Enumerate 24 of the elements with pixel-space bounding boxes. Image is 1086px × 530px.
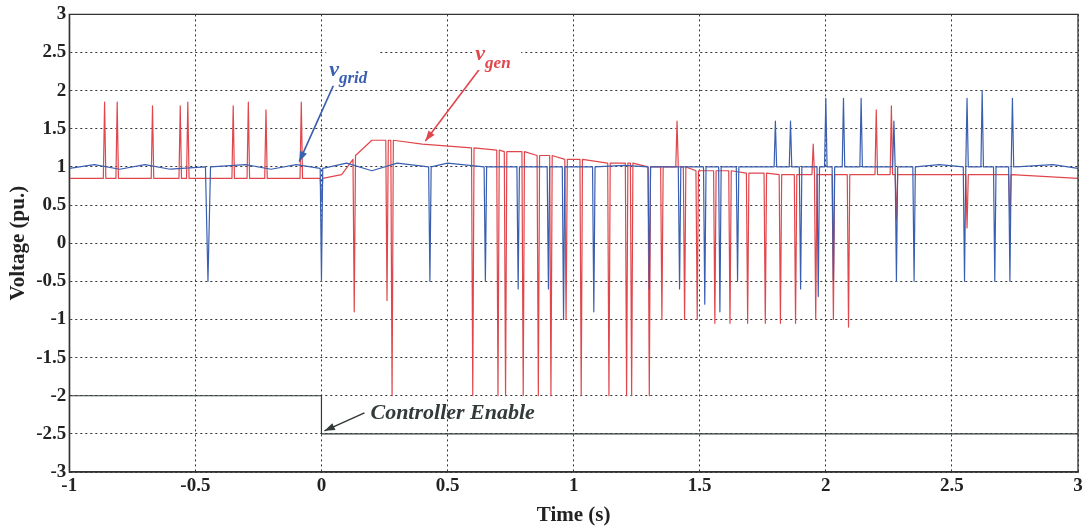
x-tick-label: -0.5 [180, 474, 211, 496]
x-tick-label: 2.5 [940, 474, 964, 496]
y-tick-label: 2.5 [42, 40, 67, 62]
x-tick-label: 0.5 [435, 474, 460, 496]
x-tick-label: 3 [1073, 474, 1083, 496]
x-axis-title: Time (s) [536, 501, 611, 526]
y-tick-label: -1.5 [36, 345, 67, 367]
y-tick-label: -2.5 [36, 421, 67, 443]
x-tick-label: 0 [316, 474, 327, 496]
y-tick-label: 1 [56, 154, 67, 176]
y-tick-label: 0.5 [42, 192, 67, 214]
y-tick-label: -0.5 [36, 269, 67, 291]
y-tick-label: 1.5 [42, 116, 67, 138]
y-tick-label: -1 [50, 307, 67, 329]
annotation: Controller Enable [370, 398, 536, 424]
y-tick-label: -2 [50, 383, 67, 405]
x-tick-label: 1.5 [687, 474, 712, 496]
y-axis-title: Voltage (pu.) [5, 185, 30, 301]
y-tick-label: 2 [56, 78, 67, 100]
y-tick-label: -3 [50, 459, 67, 481]
x-tick-label: 2 [821, 474, 831, 496]
x-tick-label: 1 [568, 474, 579, 496]
y-tick-label: 3 [56, 2, 67, 24]
y-tick-label: 0 [56, 231, 67, 253]
